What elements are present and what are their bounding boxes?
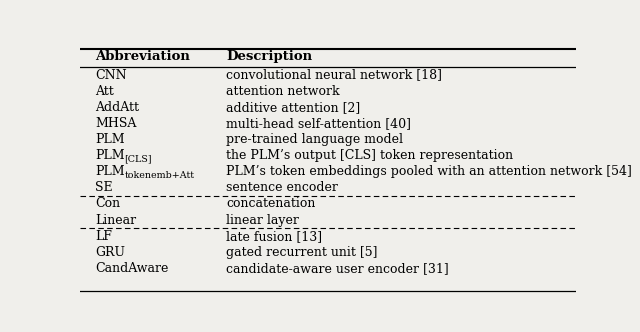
Text: AddAtt: AddAtt xyxy=(95,101,139,114)
Text: MHSA: MHSA xyxy=(95,117,136,130)
Text: gated recurrent unit [5]: gated recurrent unit [5] xyxy=(227,246,378,259)
Text: tokenemb+Att: tokenemb+Att xyxy=(125,171,195,180)
Text: CNN: CNN xyxy=(95,69,127,82)
Text: convolutional neural network [18]: convolutional neural network [18] xyxy=(227,69,442,82)
Text: LF: LF xyxy=(95,230,112,243)
Text: CandAware: CandAware xyxy=(95,262,168,275)
Text: additive attention [2]: additive attention [2] xyxy=(227,101,360,114)
Text: GRU: GRU xyxy=(95,246,125,259)
Text: Con: Con xyxy=(95,198,120,210)
Text: multi-head self-attention [40]: multi-head self-attention [40] xyxy=(227,117,412,130)
Text: [CLS]: [CLS] xyxy=(125,155,152,164)
Text: linear layer: linear layer xyxy=(227,213,299,226)
Text: concatenation: concatenation xyxy=(227,198,316,210)
Text: Abbreviation: Abbreviation xyxy=(95,50,189,63)
Text: candidate-aware user encoder [31]: candidate-aware user encoder [31] xyxy=(227,262,449,275)
Text: late fusion [13]: late fusion [13] xyxy=(227,230,323,243)
Text: Description: Description xyxy=(227,50,312,63)
Text: Att: Att xyxy=(95,85,114,98)
Text: SE: SE xyxy=(95,181,113,194)
Text: attention network: attention network xyxy=(227,85,340,98)
Text: pre-trained language model: pre-trained language model xyxy=(227,133,403,146)
Text: Linear: Linear xyxy=(95,213,136,226)
Text: PLM: PLM xyxy=(95,149,125,162)
Text: PLM: PLM xyxy=(95,165,125,178)
Text: PLM’s token embeddings pooled with an attention network [54]: PLM’s token embeddings pooled with an at… xyxy=(227,165,632,178)
Text: the PLM’s output [CLS] token representation: the PLM’s output [CLS] token representat… xyxy=(227,149,513,162)
Text: sentence encoder: sentence encoder xyxy=(227,181,338,194)
Text: PLM: PLM xyxy=(95,133,125,146)
